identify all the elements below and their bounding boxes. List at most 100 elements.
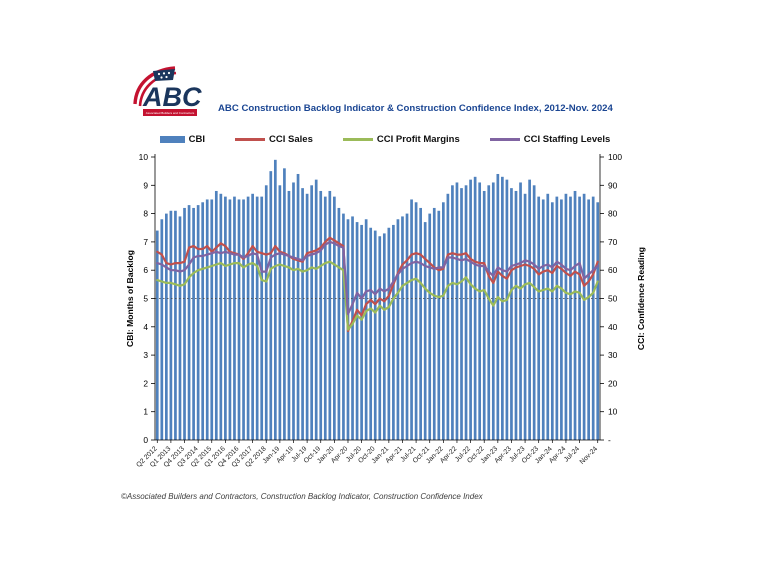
legend-item-cbi: CBI xyxy=(159,133,206,145)
legend-bar-swatch-icon xyxy=(159,135,185,143)
legend-line-swatch-icon xyxy=(235,137,266,141)
legend-label: CCI Sales xyxy=(269,133,313,145)
cbi-bar xyxy=(587,199,590,440)
left-axis-tick-label: 3 xyxy=(143,350,148,360)
cbi-bar xyxy=(319,190,323,440)
left-axis-tick-label: 0 xyxy=(143,435,148,445)
cbi-bar xyxy=(314,179,318,440)
cbi-bar xyxy=(292,182,295,440)
cbi-bar xyxy=(269,171,273,440)
cbi-bar xyxy=(523,193,527,440)
cbi-bar xyxy=(560,199,563,440)
cbi-bar xyxy=(328,190,332,440)
chart-container: 0 1 2 3 4 5 6 7 8 9 10 - 10 20 30 40 50 60 70 80 90 100 Q2 201… xyxy=(120,150,668,494)
cbi-bar xyxy=(582,193,586,440)
cbi-bar xyxy=(541,199,545,440)
cbi-bar xyxy=(419,207,422,440)
cbi-bar xyxy=(219,193,223,440)
cbi-bar xyxy=(550,202,554,440)
right-axis-tick-label: 20 xyxy=(608,378,618,388)
cbi-bar xyxy=(323,196,327,440)
cbi-bar xyxy=(478,182,482,440)
cbi-bar xyxy=(183,207,186,440)
cbi-bar xyxy=(296,173,300,441)
cbi-bar xyxy=(596,202,600,440)
cbi-bar xyxy=(246,196,250,440)
abc-logo-graphic: ABC Associated Builders and Contractors xyxy=(133,66,202,116)
cbi-bar xyxy=(437,210,441,440)
cbi-bar xyxy=(287,190,291,440)
right-axis-tick-label: 40 xyxy=(608,322,618,332)
legend-label: CCI Profit Margins xyxy=(376,133,460,145)
left-axis-ticks: 0 1 2 3 4 5 6 7 8 9 10 xyxy=(139,152,155,445)
cbi-bar xyxy=(187,205,191,440)
cci-sales-line xyxy=(156,236,599,333)
right-axis-ticks: - 10 20 30 40 50 60 70 80 90 100 xyxy=(600,152,622,445)
logo-star-icon xyxy=(157,72,161,76)
cbi-bar xyxy=(337,207,341,440)
cbi-bar xyxy=(378,236,382,440)
cbi-bar xyxy=(432,207,436,440)
cbi-bar xyxy=(210,199,214,440)
cbi-bar xyxy=(392,224,395,440)
right-axis-tick-label: 100 xyxy=(608,152,622,162)
cbi-bar xyxy=(251,193,254,440)
cbi-bar xyxy=(165,213,168,440)
cbi-bar xyxy=(491,182,495,440)
cbi-bar xyxy=(401,216,404,440)
cbi-bar xyxy=(360,224,363,440)
cbi-bars xyxy=(155,159,600,441)
cbi-bar xyxy=(382,233,386,440)
left-axis-tick-label: 1 xyxy=(143,407,148,417)
cbi-bar xyxy=(278,185,282,440)
cbi-bar xyxy=(396,219,400,440)
cbi-bar xyxy=(537,196,541,440)
right-axis-tick-label: - xyxy=(608,435,611,445)
cbi-bar xyxy=(301,188,304,440)
right-axis-tick-label: 50 xyxy=(608,294,618,304)
logo-star-icon xyxy=(162,72,166,75)
legend-label: CBI xyxy=(188,133,206,145)
cbi-bar xyxy=(178,216,182,440)
logo-banner xyxy=(143,109,197,116)
cbi-bar xyxy=(369,227,373,440)
abc-logo: ABC Associated Builders and Contractors xyxy=(131,64,211,122)
cbi-bar xyxy=(205,199,209,440)
legend-line-swatch-icon xyxy=(342,137,373,141)
right-axis-tick-label: 90 xyxy=(608,180,618,190)
cbi-bar xyxy=(473,176,477,440)
cbi-bar xyxy=(242,199,245,440)
cbi-bar xyxy=(373,230,377,440)
cbi-bar xyxy=(237,199,241,440)
cbi-bar xyxy=(233,196,236,440)
cbi-bar xyxy=(460,188,463,440)
cbi-bar xyxy=(496,173,500,441)
cbi-bar xyxy=(342,213,345,440)
cbi-bar xyxy=(192,207,195,440)
right-axis-tick-label: 30 xyxy=(608,350,618,360)
cci-profit-margins-line xyxy=(156,260,599,331)
chart-legend: CBI CCI Sales CCI Profit Margins CCI Staffi… xyxy=(150,129,620,149)
cbi-bar xyxy=(214,190,218,440)
cbi-bar xyxy=(573,190,577,440)
cbi-bar xyxy=(569,196,572,440)
cbi-bar xyxy=(578,196,581,440)
cbi-bar xyxy=(532,185,536,440)
backlog-confidence-chart: 0 1 2 3 4 5 6 7 8 9 10 - 10 20 30 40 50 60 70 80 90 100 Q2 201… xyxy=(125,152,646,469)
cbi-bar xyxy=(455,182,459,440)
cbi-bar xyxy=(364,219,368,440)
cbi-bar xyxy=(333,196,336,440)
cbi-bar xyxy=(410,199,413,440)
cbi-bar xyxy=(255,196,259,440)
legend-item-cci-staffing-levels: CCI Staffing Levels xyxy=(489,134,610,145)
logo-star-icon xyxy=(167,71,171,75)
cbi-bar xyxy=(405,213,409,440)
cbi-bar xyxy=(414,202,418,440)
cbi-bar xyxy=(355,222,359,440)
left-axis-tick-label: 6 xyxy=(143,265,148,275)
logo-star-icon xyxy=(160,76,163,79)
cbi-bar xyxy=(510,188,513,440)
cbi-bar xyxy=(224,196,227,440)
cbi-bar xyxy=(305,193,309,440)
